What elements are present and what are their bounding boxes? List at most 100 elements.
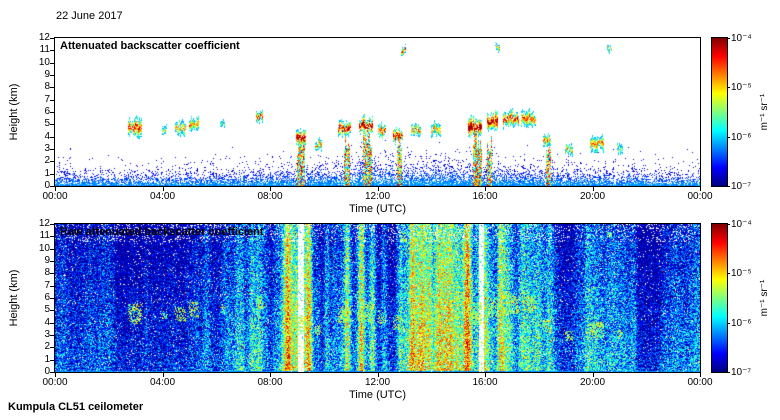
x-tick-label: 00:00 — [42, 191, 68, 202]
y-tick-mark — [50, 87, 54, 89]
y-tick-mark — [50, 322, 54, 324]
colorbar-tick-mark — [727, 372, 730, 373]
y-tick-mark — [50, 236, 54, 238]
y-tick-label: 8 — [44, 267, 50, 279]
y-tick-mark — [50, 285, 54, 287]
x-tick-mark — [485, 187, 486, 191]
colorbar-tick-mark — [727, 38, 730, 39]
raw-backscatter-panel: Raw attenuated backscatter coefficient — [54, 223, 701, 373]
raw-backscatter-heatmap — [55, 224, 700, 372]
colorbar-tick-mark — [727, 322, 730, 324]
y-tick-mark — [50, 38, 54, 39]
x-tick-label: 00:00 — [687, 377, 713, 388]
y-tick-label: 6 — [44, 292, 50, 303]
x-tick-mark — [162, 187, 164, 191]
colorbar-tick-label: 10⁻⁷ — [731, 367, 752, 378]
x-tick-label: 16:00 — [472, 191, 498, 202]
y-tick-mark — [50, 310, 54, 312]
y-tick-mark — [50, 273, 54, 275]
y-tick-mark — [50, 136, 54, 138]
y-tick-label: 4 — [44, 316, 50, 328]
y-tick-label: 5 — [44, 304, 50, 316]
xlabel-bottom: Time (UTC) — [348, 389, 407, 401]
colorbar-tick-label: 10⁻⁴ — [731, 219, 752, 230]
y-tick-mark — [50, 248, 54, 250]
x-tick-label: 20:00 — [579, 191, 606, 202]
y-tick-label: 8 — [44, 81, 50, 93]
y-tick-label: 4 — [44, 130, 50, 142]
y-tick-label: 2 — [44, 341, 50, 353]
y-tick-label: 10 — [38, 56, 50, 68]
colorbar-tick-label: 10⁻⁵ — [731, 268, 752, 280]
y-tick-label: 9 — [44, 255, 50, 266]
colorbar-tick-label: 10⁻⁶ — [731, 131, 752, 143]
x-tick-mark — [270, 373, 271, 377]
y-tick-label: 12 — [38, 32, 50, 43]
x-tick-mark — [270, 187, 271, 191]
date-label: 22 June 2017 — [56, 10, 123, 22]
x-tick-mark — [485, 373, 486, 377]
colorbar-tick-mark — [727, 136, 730, 138]
colorbar-bottom-label: m⁻¹ sr⁻¹ — [759, 279, 770, 317]
x-tick-label: 00:00 — [42, 377, 68, 388]
y-tick-label: 9 — [44, 69, 50, 80]
colorbar-tick-label: 10⁻⁶ — [731, 317, 752, 329]
colorbar-bottom — [711, 223, 728, 373]
y-tick-mark — [50, 124, 54, 126]
y-tick-label: 10 — [38, 242, 50, 254]
x-tick-label: 12:00 — [364, 191, 391, 202]
y-tick-mark — [50, 186, 54, 187]
x-tick-label: 08:00 — [257, 377, 283, 388]
x-tick-mark — [592, 373, 594, 377]
y-tick-mark — [50, 149, 54, 150]
colorbar-tick-label: 10⁻⁷ — [731, 181, 752, 192]
attenuated-backscatter-panel: Attenuated backscatter coefficient — [54, 37, 701, 187]
x-tick-mark — [55, 187, 56, 191]
colorbar-tick-label: 10⁻⁴ — [731, 33, 752, 44]
y-tick-label: 0 — [44, 180, 50, 191]
y-tick-label: 6 — [44, 106, 50, 117]
y-tick-label: 11 — [39, 44, 50, 56]
y-tick-label: 5 — [44, 118, 50, 130]
x-tick-label: 16:00 — [472, 377, 498, 388]
x-tick-label: 20:00 — [579, 377, 606, 388]
x-tick-label: 00:00 — [687, 191, 713, 202]
y-tick-label: 3 — [44, 143, 50, 154]
y-tick-mark — [50, 62, 54, 64]
y-tick-mark — [50, 261, 54, 262]
y-tick-label: 1 — [44, 167, 50, 179]
x-tick-mark — [377, 373, 379, 377]
colorbar-top — [711, 37, 728, 187]
y-tick-mark — [50, 335, 54, 336]
x-tick-mark — [700, 373, 701, 377]
xlabel-top: Time (UTC) — [348, 203, 407, 215]
x-tick-mark — [377, 187, 379, 191]
x-tick-label: 04:00 — [149, 191, 176, 202]
instrument-label: Kumpula CL51 ceilometer — [8, 401, 144, 413]
y-tick-label: 0 — [44, 366, 50, 377]
y-tick-label: 11 — [39, 230, 50, 242]
y-tick-mark — [50, 112, 54, 113]
y-tick-mark — [50, 75, 54, 76]
y-tick-mark — [50, 298, 54, 299]
y-tick-mark — [50, 224, 54, 225]
y-tick-mark — [50, 372, 54, 373]
colorbar-top-label: m⁻¹ sr⁻¹ — [759, 93, 770, 131]
attenuated-backscatter-heatmap — [55, 38, 700, 186]
y-tick-label: 7 — [44, 279, 50, 291]
x-tick-label: 12:00 — [364, 377, 391, 388]
x-tick-mark — [592, 187, 594, 191]
x-tick-label: 04:00 — [149, 377, 176, 388]
colorbar-tick-mark — [727, 186, 730, 187]
y-tick-mark — [50, 347, 54, 349]
y-tick-label: 1 — [44, 353, 50, 365]
y-tick-mark — [50, 173, 54, 175]
y-tick-mark — [50, 359, 54, 361]
panel2-title: Raw attenuated backscatter coefficient — [60, 226, 264, 238]
x-tick-label: 08:00 — [257, 191, 283, 202]
colorbar-tick-mark — [727, 87, 730, 89]
y-tick-label: 12 — [38, 218, 50, 229]
x-tick-mark — [700, 187, 701, 191]
y-tick-mark — [50, 99, 54, 101]
